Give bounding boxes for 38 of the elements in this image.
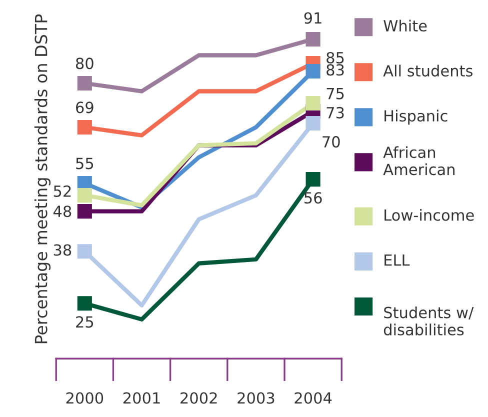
point [306,96,320,111]
data-label: 52 [54,185,71,197]
point [306,32,320,47]
x-tick-label: 2003 [238,392,274,404]
point [77,204,92,219]
data-label: 48 [53,206,72,218]
data-label: 25 [76,316,94,328]
data-label: 85 [326,52,344,64]
data-label: 75 [326,88,344,100]
point [77,188,92,203]
x-tick-label: 2004 [294,392,332,404]
legend-label: Hispanic [384,110,448,125]
data-label: 73 [326,106,344,118]
legend-label: Low-income [384,209,474,221]
data-label: 69 [76,102,94,114]
point [77,244,92,259]
legend-label: ELL [384,254,410,266]
x-tick-label: 2002 [180,392,217,404]
data-label: 55 [76,158,94,170]
data-label: 80 [76,58,94,70]
point [77,296,92,311]
x-tick-label: 2000 [66,392,104,404]
y-axis-title: Percentage meeting standards on DSTP [34,14,51,344]
point [77,120,92,135]
data-label: 38 [54,244,72,256]
point [306,116,320,131]
x-tick-label: 2001 [123,392,160,404]
legend-label: White [384,20,427,32]
point [306,64,320,79]
legend-label: African American [383,146,454,176]
data-label: 56 [304,192,322,204]
legend-label: All students [383,64,472,77]
data-label: 70 [322,136,340,148]
point [306,172,320,187]
legend-label: Students w/ disabilities [384,306,474,336]
data-label: 91 [304,12,322,24]
data-label: 83 [326,64,344,76]
point [77,76,92,91]
